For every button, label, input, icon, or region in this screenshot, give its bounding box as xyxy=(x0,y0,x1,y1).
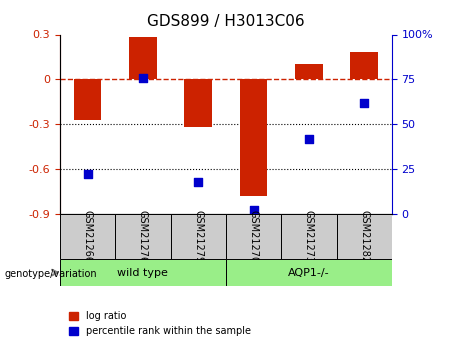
Text: GSM21266: GSM21266 xyxy=(83,210,93,263)
Point xyxy=(84,172,91,177)
Bar xyxy=(184,79,212,127)
Point xyxy=(250,208,257,213)
Point xyxy=(195,179,202,184)
Bar xyxy=(295,65,323,79)
FancyBboxPatch shape xyxy=(281,214,337,259)
Legend: log ratio, percentile rank within the sample: log ratio, percentile rank within the sa… xyxy=(65,307,255,340)
Text: wild type: wild type xyxy=(118,268,168,277)
Point xyxy=(139,75,147,80)
Bar xyxy=(74,79,101,120)
FancyBboxPatch shape xyxy=(60,259,226,286)
Bar xyxy=(129,38,157,79)
FancyBboxPatch shape xyxy=(226,259,392,286)
Bar xyxy=(350,52,378,79)
Text: GSM21270: GSM21270 xyxy=(248,210,259,263)
Text: GSM21282: GSM21282 xyxy=(359,210,369,263)
Text: GSM21273: GSM21273 xyxy=(304,210,314,263)
Bar xyxy=(240,79,267,196)
Text: GSM21279: GSM21279 xyxy=(193,210,203,263)
Point xyxy=(361,100,368,106)
FancyBboxPatch shape xyxy=(226,214,281,259)
Point xyxy=(305,136,313,141)
FancyBboxPatch shape xyxy=(115,214,171,259)
FancyBboxPatch shape xyxy=(171,214,226,259)
FancyBboxPatch shape xyxy=(60,214,115,259)
Text: GSM21276: GSM21276 xyxy=(138,210,148,263)
Text: AQP1-/-: AQP1-/- xyxy=(288,268,330,277)
FancyBboxPatch shape xyxy=(337,214,392,259)
Text: genotype/variation: genotype/variation xyxy=(5,269,97,279)
Title: GDS899 / H3013C06: GDS899 / H3013C06 xyxy=(147,14,305,29)
